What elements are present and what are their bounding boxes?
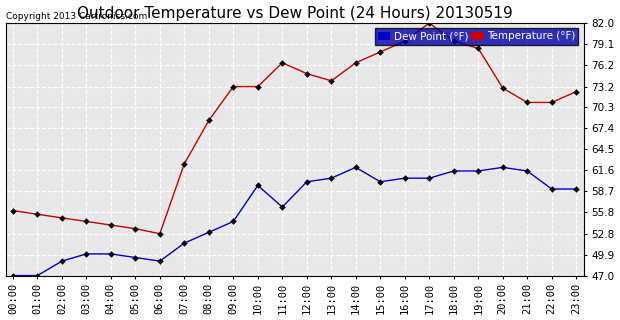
Legend: Dew Point (°F), Temperature (°F): Dew Point (°F), Temperature (°F) [375, 28, 578, 44]
Text: Copyright 2013 Cartronics.com: Copyright 2013 Cartronics.com [6, 12, 147, 20]
Title: Outdoor Temperature vs Dew Point (24 Hours) 20130519: Outdoor Temperature vs Dew Point (24 Hou… [77, 5, 513, 20]
